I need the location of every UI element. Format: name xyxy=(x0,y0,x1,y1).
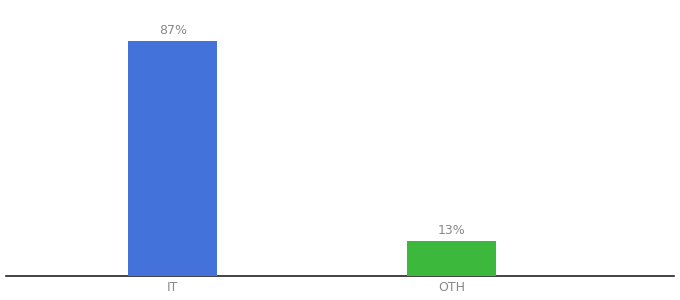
Bar xyxy=(129,41,218,276)
Text: 13%: 13% xyxy=(438,224,465,237)
Bar xyxy=(407,241,496,276)
Text: 87%: 87% xyxy=(158,24,187,37)
